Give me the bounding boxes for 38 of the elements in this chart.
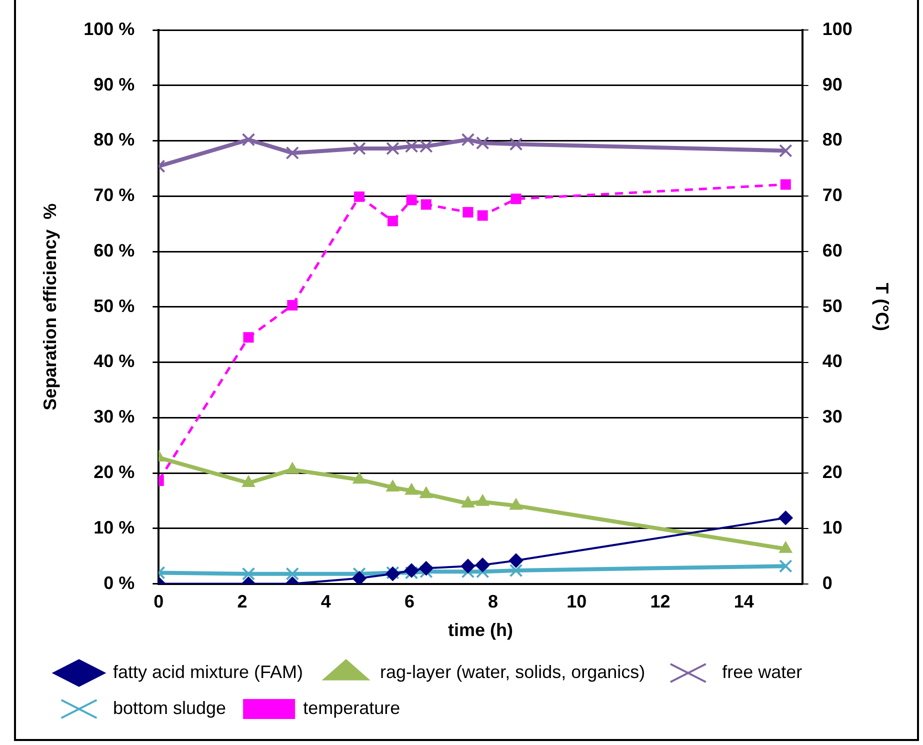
y-tick-label: 20 %: [94, 462, 135, 482]
y-tick-label: 90 %: [94, 74, 135, 94]
x-tick-label: 0: [154, 592, 164, 612]
y-tick-label: 10 %: [94, 517, 135, 538]
x-tick-label: 12: [650, 592, 670, 612]
y2-tick-label: 0: [822, 572, 832, 593]
legend-label: fatty acid mixture (FAM): [113, 662, 304, 682]
y-tick-label: 60 %: [94, 240, 135, 260]
y-tick-label: 30 %: [94, 406, 135, 427]
x-axis-title: time (h): [448, 620, 514, 640]
y2-tick-label: 40: [822, 351, 842, 372]
legend-label: temperature: [303, 698, 400, 718]
legend-label: free water: [722, 662, 802, 682]
y2-axis-title: T (°C): [872, 282, 892, 331]
y2-tick-label: 10: [822, 517, 842, 538]
y2-tick-label: 60: [822, 240, 842, 260]
y-tick-label: 50 %: [94, 296, 135, 316]
x-tick-label: 14: [734, 592, 754, 612]
legend-label: rag-layer (water, solids, organics): [380, 662, 646, 682]
x-tick-label: 8: [488, 592, 498, 612]
y2-tick-label: 50: [822, 296, 842, 316]
x-tick-label: 6: [404, 592, 414, 612]
y-axis-title: Separation efficiency %: [40, 203, 60, 410]
y2-tick-label: 80: [822, 130, 842, 150]
y-tick-label: 70 %: [94, 185, 135, 206]
x-tick-label: 2: [237, 592, 248, 612]
y2-tick-label: 70: [822, 185, 842, 206]
y-tick-label: 100 %: [84, 18, 135, 39]
y-tick-label: 80 %: [94, 130, 135, 150]
y-tick-label: 40 %: [94, 351, 135, 372]
y2-tick-label: 100: [822, 18, 852, 39]
y2-tick-label: 20: [822, 462, 842, 482]
y-tick-label: 0 %: [104, 572, 135, 593]
y2-tick-label: 90: [822, 74, 842, 94]
x-tick-label: 4: [320, 592, 331, 612]
x-tick-label: 10: [566, 592, 587, 612]
legend-label: bottom sludge: [113, 698, 226, 718]
y2-tick-label: 30: [822, 406, 842, 427]
